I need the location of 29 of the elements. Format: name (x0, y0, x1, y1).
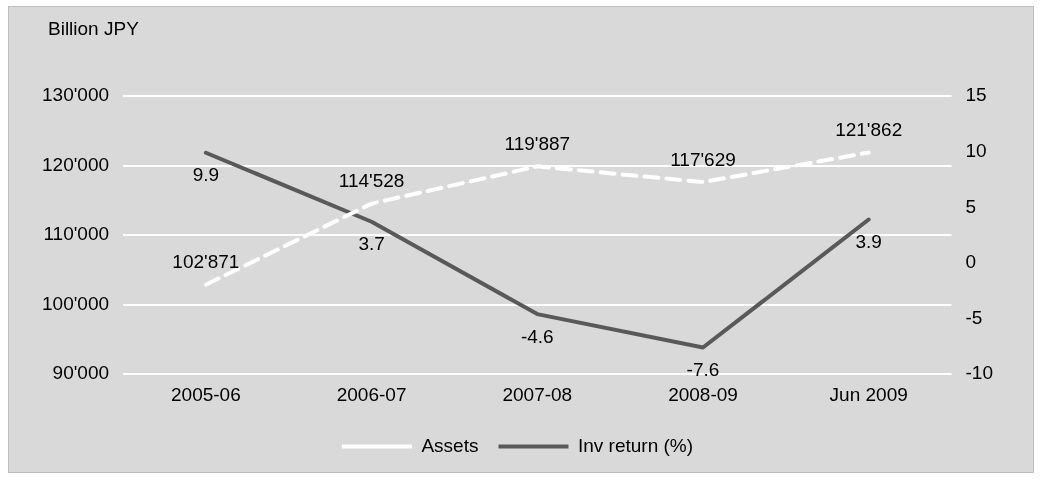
data-label: 114'528 (338, 170, 405, 192)
y-tick-label: 130'000 (42, 84, 110, 106)
data-label: 119'887 (504, 133, 571, 155)
data-label: 9.9 (192, 164, 220, 186)
y2-tick-label: 5 (965, 195, 977, 217)
y2-tick-label: 10 (965, 139, 987, 161)
x-tick-label: Jun 2009 (829, 383, 908, 405)
y-tick-label: 120'000 (42, 153, 110, 175)
data-label: 121'862 (835, 119, 903, 141)
data-label: -4.6 (520, 325, 554, 347)
legend-label: Inv return (%) (577, 434, 694, 456)
y-axis-title: Billion JPY (48, 17, 140, 39)
y-tick-label: 110'000 (43, 223, 110, 245)
x-tick-label: 2006-07 (336, 383, 407, 405)
data-label: 117'629 (670, 148, 736, 170)
x-tick-label: 2005-06 (171, 383, 241, 405)
y2-tick-label: 0 (965, 251, 977, 273)
legend-label: Assets (421, 434, 479, 456)
x-tick-label: 2008-09 (668, 383, 738, 405)
y2-tick-label: 15 (965, 84, 987, 106)
data-label: 3.9 (855, 231, 882, 253)
y2-tick-label: -5 (965, 306, 983, 328)
data-label: 3.7 (358, 233, 385, 255)
y2-tick-label: -10 (965, 362, 994, 384)
y-tick-label: 90'000 (52, 362, 110, 384)
data-label: 102'871 (172, 251, 240, 273)
x-tick-label: 2007-08 (502, 383, 573, 405)
data-label: -7.6 (686, 359, 720, 381)
y-tick-label: 100'000 (42, 292, 110, 314)
